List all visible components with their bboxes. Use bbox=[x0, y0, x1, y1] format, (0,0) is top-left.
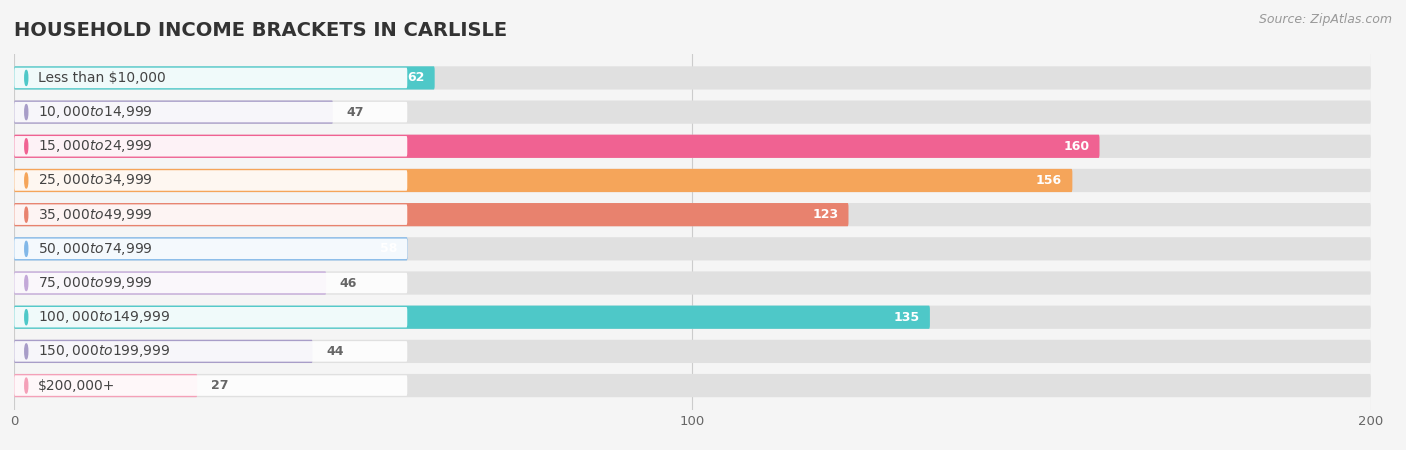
FancyBboxPatch shape bbox=[14, 100, 333, 124]
Text: 46: 46 bbox=[340, 276, 357, 289]
Circle shape bbox=[25, 104, 28, 120]
Text: 47: 47 bbox=[346, 106, 364, 119]
Text: 156: 156 bbox=[1036, 174, 1062, 187]
FancyBboxPatch shape bbox=[14, 170, 408, 191]
FancyBboxPatch shape bbox=[14, 100, 1371, 124]
Text: 123: 123 bbox=[813, 208, 838, 221]
FancyBboxPatch shape bbox=[14, 375, 408, 396]
FancyBboxPatch shape bbox=[14, 306, 929, 329]
FancyBboxPatch shape bbox=[14, 237, 1371, 261]
Text: 160: 160 bbox=[1063, 140, 1090, 153]
Circle shape bbox=[25, 378, 28, 393]
Text: Source: ZipAtlas.com: Source: ZipAtlas.com bbox=[1258, 14, 1392, 27]
Circle shape bbox=[25, 139, 28, 154]
FancyBboxPatch shape bbox=[14, 374, 1371, 397]
FancyBboxPatch shape bbox=[14, 169, 1073, 192]
Text: $150,000 to $199,999: $150,000 to $199,999 bbox=[38, 343, 170, 360]
Text: $35,000 to $49,999: $35,000 to $49,999 bbox=[38, 207, 153, 223]
FancyBboxPatch shape bbox=[14, 102, 408, 122]
FancyBboxPatch shape bbox=[14, 238, 408, 259]
FancyBboxPatch shape bbox=[14, 271, 326, 295]
Text: $25,000 to $34,999: $25,000 to $34,999 bbox=[38, 172, 153, 189]
Text: 27: 27 bbox=[211, 379, 228, 392]
Circle shape bbox=[25, 241, 28, 256]
FancyBboxPatch shape bbox=[14, 66, 1371, 90]
FancyBboxPatch shape bbox=[14, 374, 197, 397]
Text: 135: 135 bbox=[894, 310, 920, 324]
FancyBboxPatch shape bbox=[14, 341, 408, 362]
Text: 62: 62 bbox=[408, 72, 425, 85]
Circle shape bbox=[25, 310, 28, 325]
Text: $10,000 to $14,999: $10,000 to $14,999 bbox=[38, 104, 153, 120]
Text: $15,000 to $24,999: $15,000 to $24,999 bbox=[38, 138, 153, 154]
FancyBboxPatch shape bbox=[14, 271, 1371, 295]
Circle shape bbox=[25, 344, 28, 359]
FancyBboxPatch shape bbox=[14, 340, 312, 363]
Circle shape bbox=[25, 173, 28, 188]
FancyBboxPatch shape bbox=[14, 203, 1371, 226]
Text: $75,000 to $99,999: $75,000 to $99,999 bbox=[38, 275, 153, 291]
Text: 58: 58 bbox=[380, 243, 398, 255]
FancyBboxPatch shape bbox=[14, 169, 1371, 192]
Circle shape bbox=[25, 275, 28, 291]
Text: $50,000 to $74,999: $50,000 to $74,999 bbox=[38, 241, 153, 257]
FancyBboxPatch shape bbox=[14, 340, 1371, 363]
Circle shape bbox=[25, 207, 28, 222]
Text: 44: 44 bbox=[326, 345, 343, 358]
Text: Less than $10,000: Less than $10,000 bbox=[38, 71, 166, 85]
FancyBboxPatch shape bbox=[14, 136, 408, 157]
FancyBboxPatch shape bbox=[14, 273, 408, 293]
FancyBboxPatch shape bbox=[14, 237, 408, 261]
Circle shape bbox=[25, 70, 28, 86]
FancyBboxPatch shape bbox=[14, 307, 408, 328]
FancyBboxPatch shape bbox=[14, 306, 1371, 329]
FancyBboxPatch shape bbox=[14, 135, 1099, 158]
FancyBboxPatch shape bbox=[14, 66, 434, 90]
Text: HOUSEHOLD INCOME BRACKETS IN CARLISLE: HOUSEHOLD INCOME BRACKETS IN CARLISLE bbox=[14, 21, 508, 40]
Text: $100,000 to $149,999: $100,000 to $149,999 bbox=[38, 309, 170, 325]
FancyBboxPatch shape bbox=[14, 68, 408, 88]
FancyBboxPatch shape bbox=[14, 203, 848, 226]
Text: $200,000+: $200,000+ bbox=[38, 378, 115, 392]
FancyBboxPatch shape bbox=[14, 204, 408, 225]
FancyBboxPatch shape bbox=[14, 135, 1371, 158]
